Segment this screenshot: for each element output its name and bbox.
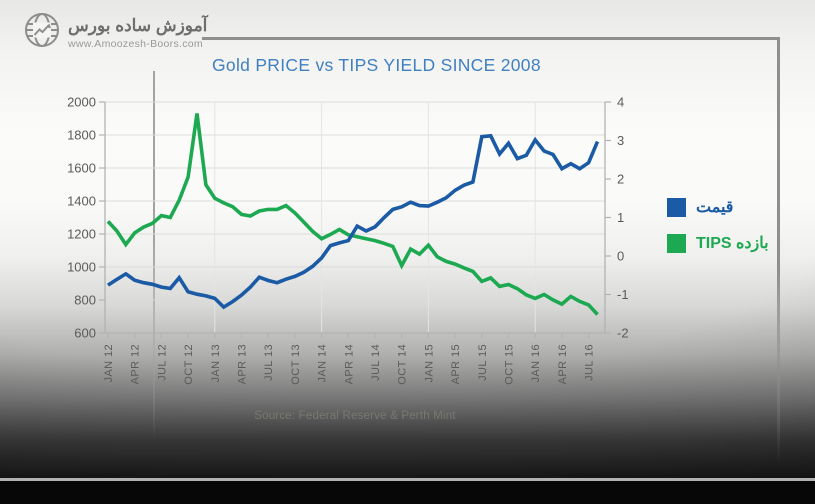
svg-text:-2: -2 (617, 326, 629, 341)
chart-title: Gold PRICE vs TIPS YIELD SINCE 2008 (212, 55, 541, 75)
legend-item-price: قیمت (667, 197, 769, 217)
svg-text:JAN 12: JAN 12 (103, 344, 115, 382)
svg-text:JAN 13: JAN 13 (210, 344, 222, 382)
brand-block: آموزش ساده بورس www.Amoozesh-Boors.com (22, 10, 207, 55)
chart-plot-area: 2000 1800 1600 1400 1200 1000 800 600 4 3 2 1 0 -1 -2 J… (67, 95, 629, 385)
svg-text:JUL 16: JUL 16 (584, 344, 596, 381)
source-attribution: Source: Federal Reserve & Perth Mint (254, 410, 456, 422)
svg-text:APR 12: APR 12 (130, 344, 142, 384)
svg-text:JUL 15: JUL 15 (477, 344, 489, 381)
letterbox-footer (0, 481, 815, 504)
svg-text:JUL 13: JUL 13 (263, 344, 275, 381)
brand-url: www.Amoozesh-Boors.com (68, 37, 203, 50)
svg-text:JUL 14: JUL 14 (370, 344, 382, 381)
svg-text:2000: 2000 (67, 95, 96, 110)
svg-text:3: 3 (617, 133, 624, 148)
price-series-label: قیمت (696, 199, 734, 216)
svg-text:APR 13: APR 13 (237, 344, 249, 384)
frame-left-line (153, 71, 155, 441)
svg-text:APR 16: APR 16 (557, 344, 569, 384)
bottom-divider-line (0, 478, 815, 481)
svg-text:OCT 13: OCT 13 (290, 344, 302, 385)
svg-text:OCT 15: OCT 15 (504, 344, 516, 385)
frame-top-line (202, 37, 780, 40)
svg-text:2: 2 (617, 172, 624, 187)
svg-text:-1: -1 (617, 287, 629, 302)
globe-trend-logo-icon (22, 10, 62, 55)
frame-right-line (777, 37, 780, 462)
svg-text:1400: 1400 (67, 194, 96, 209)
svg-text:800: 800 (74, 293, 96, 308)
svg-text:1800: 1800 (67, 128, 96, 143)
svg-text:0: 0 (617, 249, 624, 264)
svg-text:JAN 16: JAN 16 (530, 344, 542, 382)
legend-item-tips-yield: بازده TIPS (667, 233, 769, 253)
svg-text:1600: 1600 (67, 161, 96, 176)
tips-yield-series-swatch (667, 233, 686, 253)
svg-text:APR 14: APR 14 (343, 344, 355, 384)
svg-text:OCT 14: OCT 14 (397, 344, 409, 385)
price-series-swatch (667, 197, 686, 217)
chart-legend: قیمت بازده TIPS (667, 197, 769, 253)
tips-yield-series-label: بازده TIPS (696, 235, 769, 252)
svg-text:OCT 12: OCT 12 (183, 344, 195, 385)
svg-text:JAN 14: JAN 14 (317, 344, 329, 382)
brand-name: آموزش ساده بورس (68, 15, 208, 35)
svg-text:4: 4 (617, 95, 624, 110)
svg-text:1200: 1200 (67, 227, 96, 242)
svg-text:APR 15: APR 15 (450, 344, 462, 384)
svg-text:JAN 15: JAN 15 (423, 344, 435, 382)
chart-card: آموزش ساده بورس www.Amoozesh-Boors.com G… (0, 0, 815, 478)
svg-text:600: 600 (74, 326, 96, 341)
svg-text:1: 1 (617, 210, 624, 225)
svg-text:JUL 12: JUL 12 (156, 344, 168, 381)
svg-text:1000: 1000 (67, 260, 96, 275)
